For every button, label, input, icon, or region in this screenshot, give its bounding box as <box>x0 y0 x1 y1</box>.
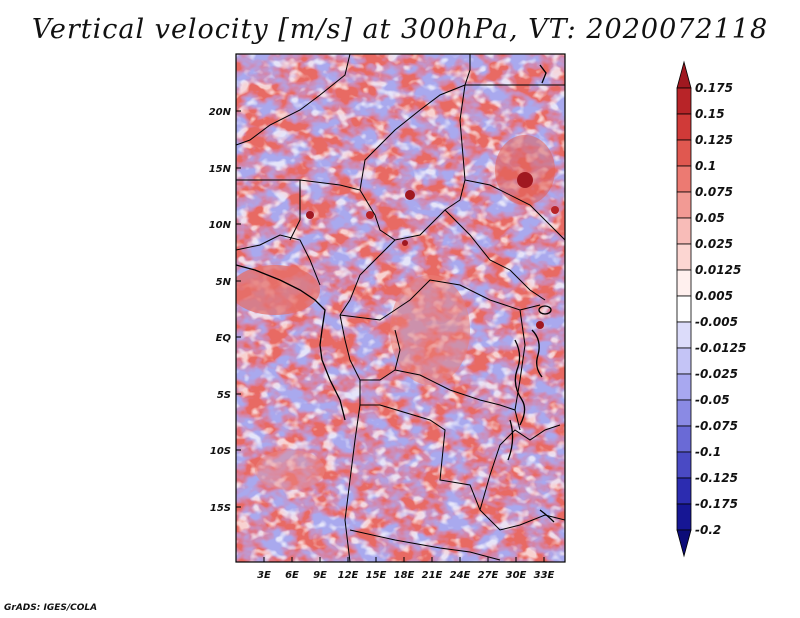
lon-label: 6E <box>285 570 299 581</box>
lat-label: 20N <box>209 107 232 118</box>
colorbar-label: -0.2 <box>695 523 721 537</box>
colorbar-band <box>676 139 692 167</box>
colorbar-label: 0.025 <box>695 237 733 251</box>
colorbar-band <box>676 165 692 193</box>
colorbar-label: -0.05 <box>695 393 730 407</box>
colorbar-label: 0.005 <box>695 289 733 303</box>
colorbar-band <box>676 87 692 115</box>
colorbar-top-arrow <box>676 60 692 89</box>
colorbar-band <box>676 191 692 219</box>
lon-label: 3E <box>257 570 271 581</box>
latitude-labels: 20N 15N 10N 5N EQ 5S 10S 15S <box>209 107 232 514</box>
lat-label: 10S <box>210 446 231 457</box>
lon-label: 33E <box>534 570 555 581</box>
lon-label: 18E <box>394 570 415 581</box>
lon-label: 30E <box>506 570 527 581</box>
lat-label: 5N <box>216 277 232 288</box>
updraft-cell <box>306 211 314 219</box>
colorbar-band <box>676 451 692 479</box>
lat-label: EQ <box>216 333 232 344</box>
map-ticks <box>236 110 545 562</box>
updraft-cell <box>366 211 374 219</box>
lon-label: 15E <box>366 570 387 581</box>
colorbar-label: -0.175 <box>695 497 738 511</box>
colorbar-label: 0.175 <box>695 81 733 95</box>
lon-label: 21E <box>422 570 443 581</box>
colorbar-label: -0.125 <box>695 471 738 485</box>
colorbar: 0.175 0.15 0.125 0.1 0.075 0.05 0.025 0.0125 0.0… <box>676 60 746 558</box>
colorbar-label: -0.025 <box>695 367 738 381</box>
updraft-cell <box>405 190 415 200</box>
colorbar-band <box>676 399 692 427</box>
colorbar-band <box>676 269 692 297</box>
colorbar-label: -0.005 <box>695 315 738 329</box>
lon-label: 24E <box>450 570 471 581</box>
positive-region-southwest <box>255 450 325 490</box>
colorbar-label: 0.05 <box>695 211 725 225</box>
longitude-labels: 3E 6E 9E 12E 15E 18E 21E 24E 27E 30E 33E <box>257 570 554 581</box>
colorbar-band <box>676 373 692 401</box>
positive-region-northeast <box>495 135 555 205</box>
lat-label: 10N <box>209 220 232 231</box>
updraft-cell <box>517 172 533 188</box>
colorbar-band <box>676 295 692 323</box>
colorbar-band <box>676 425 692 453</box>
updraft-cell <box>402 240 408 246</box>
colorbar-label: 0.0125 <box>695 263 741 277</box>
colorbar-label: 0.125 <box>695 133 733 147</box>
colorbar-band <box>676 321 692 349</box>
country-borders <box>236 54 565 562</box>
lat-label: 15S <box>210 503 231 514</box>
map-panel <box>236 54 565 562</box>
map-title: Vertical velocity [m/s] at 300hPa, VT: 2… <box>31 14 769 45</box>
lat-label: 15N <box>209 164 232 175</box>
map-frame <box>235 53 566 563</box>
coastlines <box>236 64 555 523</box>
colorbar-band <box>676 113 692 141</box>
lon-label: 9E <box>313 570 327 581</box>
colorbar-label: 0.1 <box>695 159 716 173</box>
colorbar-band <box>676 503 692 531</box>
colorbar-band <box>676 347 692 375</box>
colorbar-label: -0.0125 <box>695 341 746 355</box>
colorbar-band <box>676 477 692 505</box>
lon-label: 27E <box>478 570 499 581</box>
updraft-cell <box>536 321 544 329</box>
colorbar-label: -0.075 <box>695 419 738 433</box>
updraft-cell <box>551 206 559 214</box>
positive-region-west-africa <box>236 265 320 315</box>
lon-label: 12E <box>338 570 359 581</box>
colorbar-label: -0.1 <box>695 445 721 459</box>
colorbar-band <box>676 217 692 245</box>
colorbar-bottom-arrow <box>676 529 692 558</box>
colorbar-band <box>676 243 692 271</box>
positive-region-central <box>390 275 470 385</box>
colorbar-label: 0.075 <box>695 185 733 199</box>
colorbar-label: 0.15 <box>695 107 725 121</box>
lat-label: 5S <box>217 390 231 401</box>
grads-credit: GrADS: IGES/COLA <box>4 603 98 613</box>
